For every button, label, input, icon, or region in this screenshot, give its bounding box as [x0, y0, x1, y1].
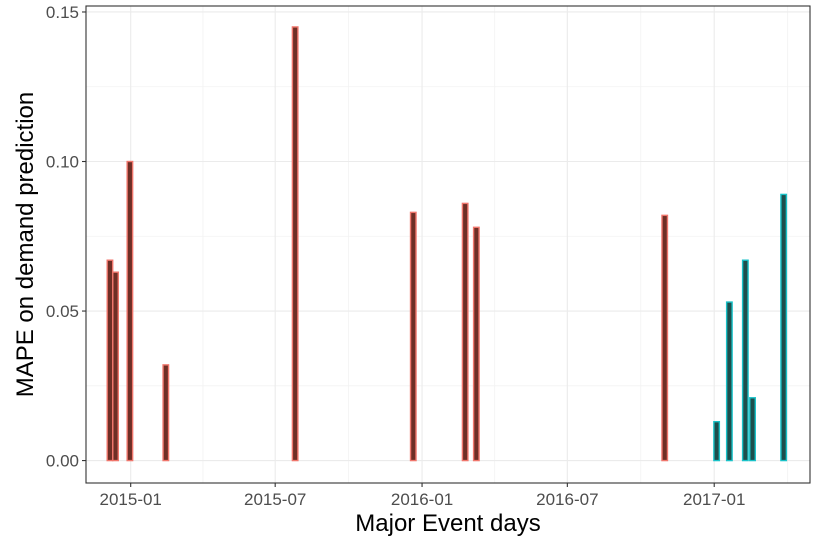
bar	[409, 211, 417, 462]
plot-area	[86, 6, 810, 483]
x-axis-title: Major Event days	[355, 510, 540, 537]
bar	[661, 214, 669, 462]
y-axis-title: MAPE on demand prediction	[12, 92, 39, 398]
bar	[112, 271, 119, 462]
bar	[106, 259, 114, 462]
bar	[780, 193, 788, 462]
plot-border	[85, 5, 811, 484]
bars	[106, 26, 788, 462]
bar	[725, 301, 733, 462]
y-tick-label: 0.00	[46, 452, 79, 471]
y-axis-ticks: 0.00 0.05 0.10 0.15	[46, 3, 86, 471]
y-tick-label: 0.05	[46, 302, 79, 321]
bar	[461, 202, 469, 462]
bar	[713, 420, 721, 462]
bar	[162, 364, 170, 462]
bar	[749, 397, 756, 462]
x-tick-label: 2015-01	[100, 490, 162, 509]
plot-background	[86, 6, 810, 483]
y-tick-label: 0.15	[46, 3, 79, 22]
bar	[126, 160, 134, 462]
x-tick-label: 2015-07	[244, 490, 306, 509]
bar	[472, 226, 480, 462]
bar	[291, 26, 299, 462]
x-tick-label: 2017-01	[683, 490, 745, 509]
x-tick-label: 2016-07	[536, 490, 598, 509]
plot-frame	[85, 5, 811, 484]
y-tick-label: 0.10	[46, 153, 79, 172]
gridlines	[86, 6, 810, 483]
bar	[741, 259, 749, 462]
x-axis-ticks: 2015-01 2015-07 2016-01 2016-07 2017-01	[100, 483, 745, 509]
x-tick-label: 2016-01	[391, 490, 453, 509]
